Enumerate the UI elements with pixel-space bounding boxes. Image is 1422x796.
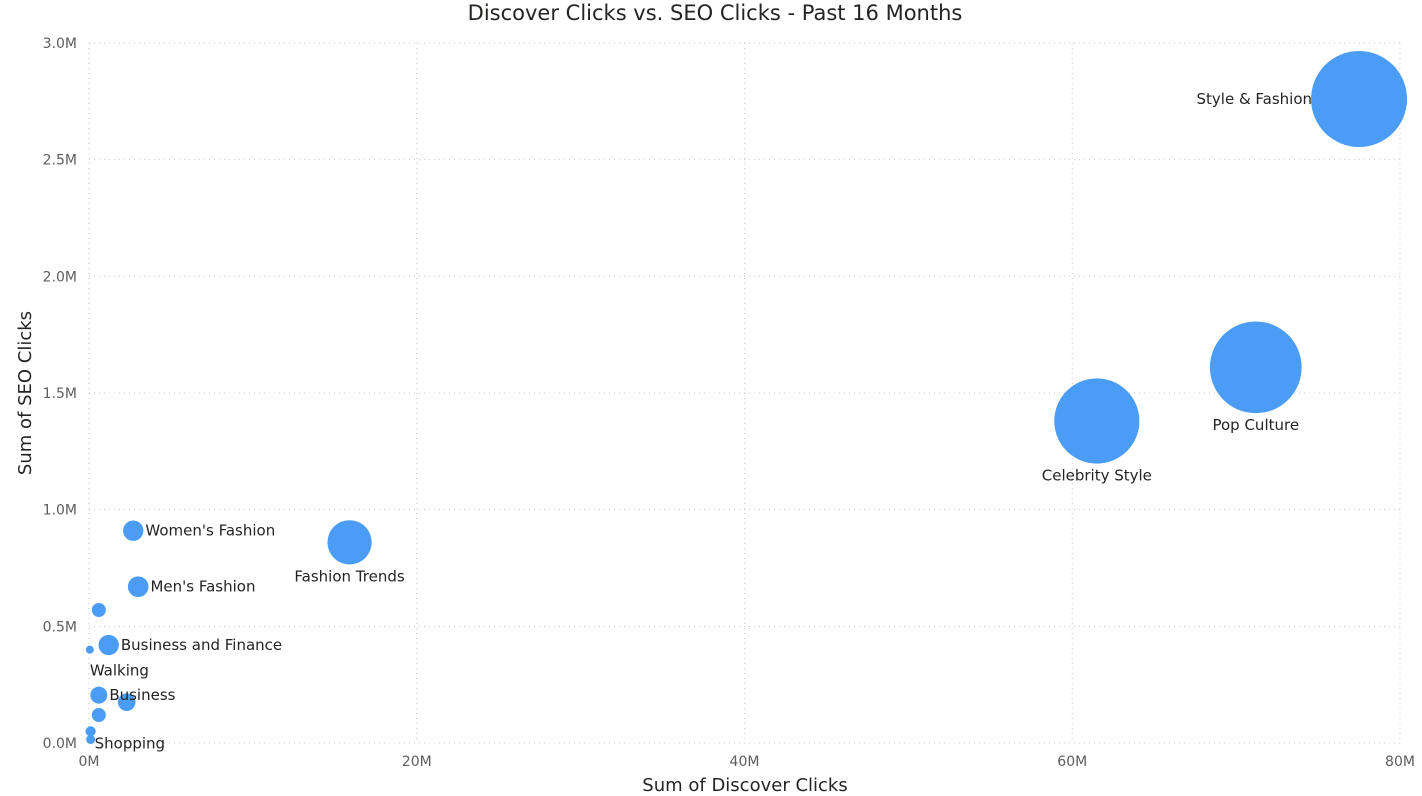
bubble-label: Walking	[90, 662, 149, 680]
bubble[interactable]	[127, 576, 149, 597]
x-tick-label: 20M	[402, 754, 432, 770]
x-axis-title: Sum of Discover Clicks	[642, 775, 847, 796]
bubble[interactable]	[98, 634, 119, 656]
y-tick-label: 1.0M	[43, 503, 77, 519]
y-tick-label: 0.5M	[43, 619, 77, 635]
x-tick-label: 40M	[730, 754, 760, 770]
bubble-label: Business	[109, 686, 175, 704]
y-tick-label: 2.5M	[43, 153, 77, 169]
bubble[interactable]	[85, 726, 96, 737]
bubble-label: Women's Fashion	[145, 522, 275, 540]
bubbles	[85, 51, 1408, 744]
gridlines	[88, 42, 1401, 744]
bubble[interactable]	[327, 520, 372, 565]
bubble-labels: Style & Fashion Pop Culture Celebrity Styl…	[90, 90, 1312, 752]
y-axis-title: Sum of SEO Clicks	[15, 311, 36, 475]
bubble-label: Men's Fashion	[150, 578, 255, 596]
y-tick-label: 0.0M	[43, 736, 77, 752]
chart-title: Discover Clicks vs. SEO Clicks - Past 16…	[468, 1, 963, 25]
bubble[interactable]	[123, 520, 144, 541]
bubble-label: Fashion Trends	[294, 567, 404, 585]
x-tick-label: 60M	[1057, 754, 1087, 770]
bubble-label: Pop Culture	[1212, 416, 1299, 434]
bubble-label: Style & Fashion	[1197, 90, 1313, 108]
bubble[interactable]	[86, 735, 96, 744]
bubble[interactable]	[1311, 51, 1408, 147]
bubble-label: Celebrity Style	[1042, 467, 1152, 485]
bubble[interactable]	[117, 693, 136, 711]
y-tick-label: 2.0M	[43, 269, 77, 285]
y-tick-label: 3.0M	[43, 36, 77, 52]
x-tick-label: 0M	[79, 754, 100, 770]
x-tick-label: 80M	[1385, 754, 1415, 770]
bubble[interactable]	[1054, 378, 1140, 464]
axis-ticks: 0.0M 0.5M 1.0M 1.5M 2.0M 2.5M 3.0M 0M 20M 40M 60M 8…	[43, 36, 1415, 770]
bubble[interactable]	[90, 686, 108, 704]
bubble-label: Shopping	[95, 734, 165, 752]
bubble-label: Business and Finance	[121, 636, 282, 654]
bubble[interactable]	[91, 708, 106, 722]
y-tick-label: 1.5M	[43, 386, 77, 402]
bubble[interactable]	[91, 603, 106, 617]
bubble[interactable]	[1209, 321, 1302, 414]
bubble[interactable]	[85, 645, 94, 654]
